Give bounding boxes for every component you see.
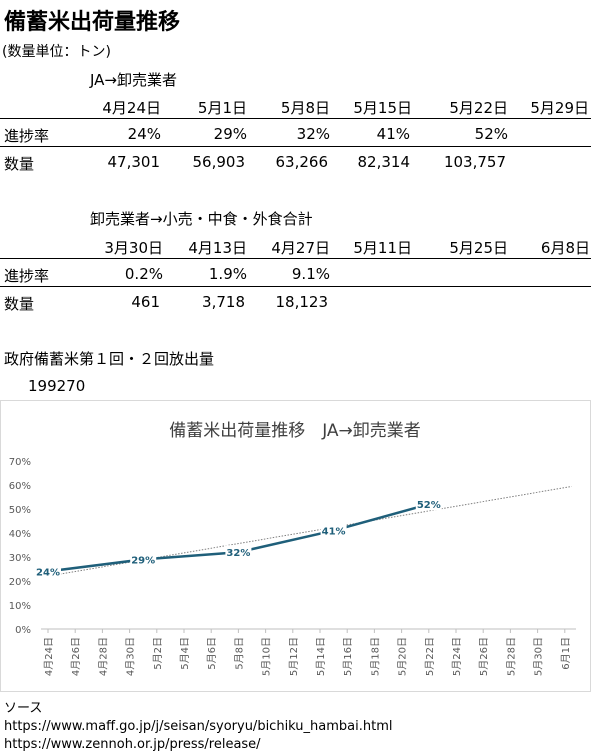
s2-date: 5月11日	[353, 239, 412, 257]
y-tick-label: 0%	[15, 625, 31, 636]
x-tick-label: 5月22日	[424, 637, 436, 676]
s1-progress: 52%	[474, 125, 508, 143]
x-tick-label: 5月24日	[451, 637, 463, 676]
x-tick-label: 5月6日	[206, 637, 218, 670]
data-label: 24%	[36, 567, 60, 578]
x-tick-label: 5月8日	[233, 637, 245, 670]
data-label-bg	[35, 564, 61, 578]
s2-qty-label: 数量	[4, 295, 35, 313]
s2-date: 4月27日	[271, 239, 330, 257]
unit-note: (数量単位：トン)	[2, 44, 111, 60]
data-label-bg	[130, 552, 157, 566]
y-tick-label: 60%	[9, 481, 31, 492]
x-tick-label: 5月10日	[261, 637, 273, 676]
s1-date: 5月15日	[353, 99, 412, 117]
s1-date: 5月8日	[280, 99, 330, 117]
s1-progress: 24%	[127, 125, 161, 143]
x-tick-label: 5月12日	[288, 637, 300, 676]
x-tick-label: 4月30日	[125, 637, 137, 676]
s1-qty: 82,314	[357, 153, 411, 171]
s1-progress-label: 進捗率	[4, 127, 50, 145]
x-tick-label: 5月18日	[369, 637, 381, 676]
s2-progress: 1.9%	[208, 265, 247, 283]
s1-date: 4月24日	[102, 99, 161, 117]
s2-date: 5月25日	[449, 239, 508, 257]
s2-qty: 18,123	[275, 293, 329, 311]
source-link[interactable]: https://www.maff.go.jp/j/seisan/syoryu/b…	[4, 719, 393, 734]
s1-date: 5月1日	[197, 99, 247, 117]
page-title: 備蓄米出荷量推移	[4, 10, 181, 35]
source-link[interactable]: https://www.zennoh.or.jp/press/release/	[4, 737, 261, 752]
x-tick-label: 4月26日	[70, 637, 82, 676]
y-tick-label: 70%	[9, 457, 31, 468]
s1-qty-label: 数量	[4, 155, 35, 173]
x-tick-label: 5月2日	[152, 637, 164, 670]
divider	[0, 258, 591, 259]
data-label: 41%	[322, 527, 346, 538]
chart-area: 備蓄米出荷量推移 JA→卸売業者 0% 10% 20% 30% 40% 50% 60% 70% 4…	[0, 400, 591, 692]
x-tick-label: 4月28日	[97, 637, 109, 676]
release-label: 政府備蓄米第１回・２回放出量	[4, 350, 215, 368]
divider	[0, 286, 591, 287]
s1-date: 5月29日	[530, 99, 589, 117]
y-tick-label: 20%	[9, 577, 31, 588]
chart-title: 備蓄米出荷量推移 JA→卸売業者	[169, 421, 421, 441]
data-label: 52%	[417, 500, 441, 511]
y-tick-label: 50%	[9, 505, 31, 516]
data-label-bg	[415, 497, 442, 511]
s1-qty: 56,903	[192, 153, 246, 171]
x-tick-label: 5月4日	[179, 637, 191, 670]
x-tick-label: 5月16日	[342, 637, 354, 676]
series-line	[47, 502, 430, 573]
s1-date: 5月22日	[449, 99, 508, 117]
section1-heading: JA→卸売業者	[90, 71, 177, 89]
divider	[0, 118, 591, 119]
line-chart: 備蓄米出荷量推移 JA→卸売業者 0% 10% 20% 30% 40% 50% 60% 70% 4…	[9, 421, 576, 676]
s1-qty: 103,757	[443, 153, 506, 171]
data-label: 32%	[226, 548, 250, 559]
s2-qty: 461	[131, 293, 160, 311]
x-tick-label: 5月28日	[505, 637, 517, 676]
s2-qty: 3,718	[202, 293, 245, 311]
data-label-bg	[320, 523, 347, 537]
x-tick-label: 5月14日	[315, 637, 327, 676]
divider	[0, 146, 591, 147]
x-tick-label: 4月24日	[43, 637, 55, 676]
s1-qty: 63,266	[275, 153, 329, 171]
x-tick-label: 6月1日	[560, 637, 572, 670]
s1-progress: 32%	[296, 125, 330, 143]
release-value: 199270	[28, 377, 86, 395]
s2-progress: 9.1%	[291, 265, 330, 283]
s1-progress: 41%	[376, 125, 410, 143]
sources-label: ソース	[4, 701, 43, 716]
s2-progress: 0.2%	[124, 265, 163, 283]
y-tick-label: 10%	[9, 601, 31, 612]
data-label-bg	[225, 545, 252, 559]
y-tick-label: 30%	[9, 553, 31, 564]
s2-date: 4月13日	[188, 239, 247, 257]
s1-progress: 29%	[213, 125, 247, 143]
section2-heading: 卸売業者→小売・中食・外食合計	[90, 210, 313, 228]
s2-date: 3月30日	[104, 239, 163, 257]
x-tick-label: 5月20日	[397, 637, 409, 676]
y-tick-label: 40%	[9, 529, 31, 540]
data-label: 29%	[131, 555, 155, 566]
s2-progress-label: 進捗率	[4, 267, 50, 285]
s1-qty: 47,301	[107, 153, 161, 171]
x-tick-label: 5月30日	[533, 637, 545, 676]
x-tick-label: 5月26日	[478, 637, 490, 676]
s2-date: 6月8日	[540, 239, 590, 257]
